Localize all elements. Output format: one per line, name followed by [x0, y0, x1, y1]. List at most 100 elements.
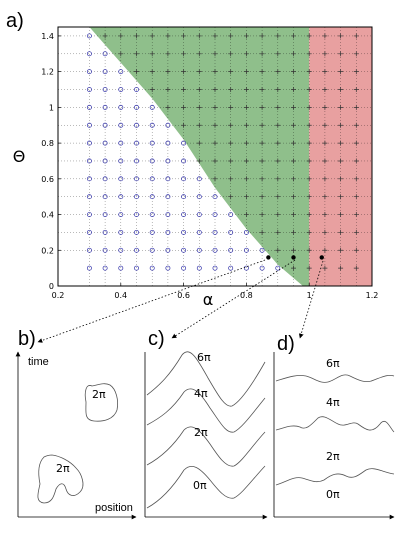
circle-marker	[102, 122, 108, 128]
circle-marker	[165, 194, 171, 200]
cross-marker	[181, 104, 187, 110]
cross-marker	[275, 140, 281, 146]
panel-d-curves	[275, 374, 395, 486]
circle-marker	[228, 212, 234, 218]
cross-marker	[228, 158, 234, 164]
phase-diagram	[58, 27, 372, 286]
circle-marker	[118, 176, 124, 182]
cross-marker	[212, 176, 218, 182]
cross-marker	[322, 247, 328, 253]
cross-marker	[353, 104, 359, 110]
panel-c-label-0pi: 0π	[193, 479, 207, 492]
circle-marker	[181, 140, 187, 146]
cross-marker	[196, 104, 202, 110]
circle-marker	[165, 247, 171, 253]
cross-marker	[291, 158, 296, 164]
circle-marker	[149, 229, 155, 235]
x-tick-label: 1.2	[366, 291, 379, 300]
circle-marker	[149, 247, 155, 253]
cross-marker	[291, 87, 296, 93]
circle-marker	[118, 247, 124, 253]
selected-points	[266, 255, 324, 260]
circle-marker	[196, 194, 202, 200]
cross-marker	[291, 247, 296, 253]
circle-marker	[196, 265, 202, 271]
noisy-curve	[275, 416, 395, 433]
cross-marker	[181, 51, 187, 57]
cross-marker	[275, 51, 281, 57]
wave-curve	[146, 388, 266, 433]
cross-marker	[259, 176, 265, 182]
cross-marker	[228, 33, 234, 39]
cross-marker	[165, 51, 171, 57]
circle-marker	[165, 229, 171, 235]
cross-marker	[306, 104, 312, 110]
circle-marker	[212, 247, 218, 253]
circle-marker	[196, 176, 202, 182]
cross-marker	[306, 87, 312, 93]
y-tick-label: 0.4	[41, 211, 54, 220]
cross-marker	[259, 140, 265, 146]
cross-marker	[212, 69, 218, 75]
panel-b-axes	[15, 351, 137, 520]
cross-marker	[275, 158, 281, 164]
cross-marker	[338, 212, 344, 218]
panel-d-label-0pi: 0π	[326, 488, 340, 501]
cross-marker	[134, 69, 139, 75]
panel-label-c: c)	[148, 328, 165, 350]
cross-marker	[353, 247, 359, 253]
cross-marker	[338, 69, 344, 75]
cross-marker	[322, 122, 328, 128]
cross-marker	[291, 265, 296, 271]
circle-marker	[228, 265, 234, 271]
cross-marker	[259, 33, 265, 39]
cross-marker	[353, 122, 359, 128]
cross-marker	[275, 229, 281, 235]
cross-marker	[306, 69, 312, 75]
circle-marker	[165, 265, 171, 271]
circle-marker	[86, 140, 92, 146]
circle-marker	[165, 140, 171, 146]
circle-marker	[134, 158, 139, 164]
circle-marker	[86, 229, 92, 235]
cross-marker	[322, 33, 328, 39]
leader-to-c	[171, 259, 296, 339]
leader-to-d	[298, 260, 324, 339]
circle-marker	[86, 122, 92, 128]
cross-marker	[196, 69, 202, 75]
cross-marker	[181, 69, 187, 75]
panel-c-label-2pi: 2π	[194, 426, 208, 439]
circle-marker	[181, 229, 187, 235]
cross-marker	[338, 247, 344, 253]
circle-marker	[118, 69, 124, 75]
cross-marker	[322, 194, 328, 200]
cross-marker	[338, 176, 344, 182]
cross-marker	[212, 158, 218, 164]
circle-marker	[86, 247, 92, 253]
cross-marker	[228, 140, 234, 146]
cross-marker	[338, 87, 344, 93]
circle-marker	[181, 158, 187, 164]
cross-marker	[306, 247, 312, 253]
cross-marker	[212, 51, 218, 57]
panel-b-xlabel: position	[95, 502, 133, 514]
x-tick-label: 0.6	[177, 291, 190, 300]
cross-marker	[243, 69, 249, 75]
cross-marker	[353, 212, 359, 218]
circle-marker	[181, 194, 187, 200]
circle-marker	[102, 69, 108, 75]
panel-b-ylabel: time	[28, 356, 49, 368]
cross-marker	[212, 140, 218, 146]
cross-marker	[306, 140, 312, 146]
cross-marker	[275, 33, 281, 39]
panel-d-label-4pi: 4π	[326, 396, 340, 409]
cross-marker	[338, 104, 344, 110]
circle-marker	[134, 194, 139, 200]
circle-marker	[149, 140, 155, 146]
circle-marker	[165, 212, 171, 218]
circle-marker	[181, 212, 187, 218]
cross-marker	[338, 265, 344, 271]
cross-marker	[243, 158, 249, 164]
panel-b-blob-label-1: 2π	[92, 388, 106, 401]
cross-marker	[243, 33, 249, 39]
